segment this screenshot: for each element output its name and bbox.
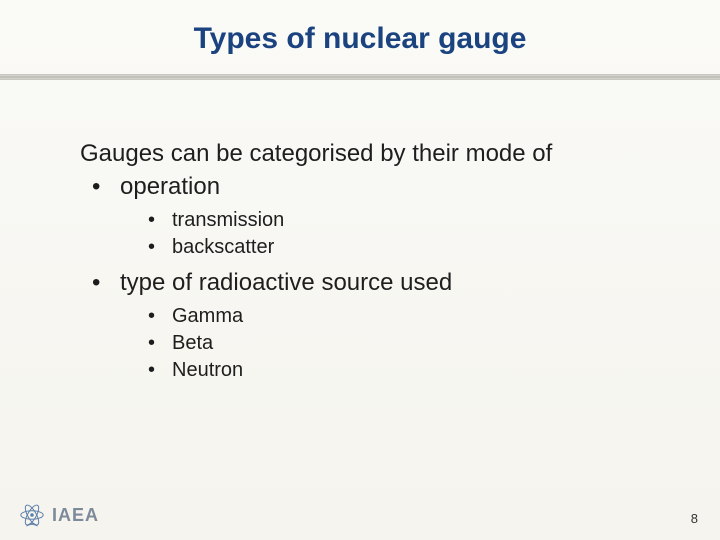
- list-item: type of radioactive source used Gamma Be…: [92, 269, 660, 384]
- intro-text: Gauges can be categorised by their mode …: [80, 138, 660, 169]
- footer: IAEA 8: [0, 496, 720, 540]
- list-item: transmission: [148, 207, 660, 234]
- org-logo: IAEA: [18, 501, 99, 529]
- list-item: Gamma: [148, 303, 660, 330]
- list-item: Beta: [148, 330, 660, 357]
- list-item-label: operation: [120, 173, 220, 200]
- list-item: operation transmission backscatter: [92, 173, 660, 261]
- slide-title: Types of nuclear gauge: [0, 22, 720, 56]
- org-name: IAEA: [52, 505, 99, 526]
- atom-icon: [18, 501, 46, 529]
- list-item: Neutron: [148, 357, 660, 384]
- bullet-list-level2: Gamma Beta Neutron: [120, 303, 660, 384]
- title-area: Types of nuclear gauge: [0, 0, 720, 56]
- list-item: backscatter: [148, 234, 660, 261]
- list-item-label: type of radioactive source used: [120, 269, 452, 296]
- list-item-label: Neutron: [172, 359, 243, 381]
- slide-content: Gauges can be categorised by their mode …: [0, 80, 720, 384]
- list-item-label: transmission: [172, 209, 284, 231]
- bullet-list-level1: operation transmission backscatter type …: [80, 173, 660, 384]
- list-item-label: Beta: [172, 332, 213, 354]
- list-item-label: backscatter: [172, 236, 274, 258]
- page-number: 8: [691, 511, 698, 526]
- list-item-label: Gamma: [172, 305, 243, 327]
- bullet-list-level2: transmission backscatter: [120, 207, 660, 261]
